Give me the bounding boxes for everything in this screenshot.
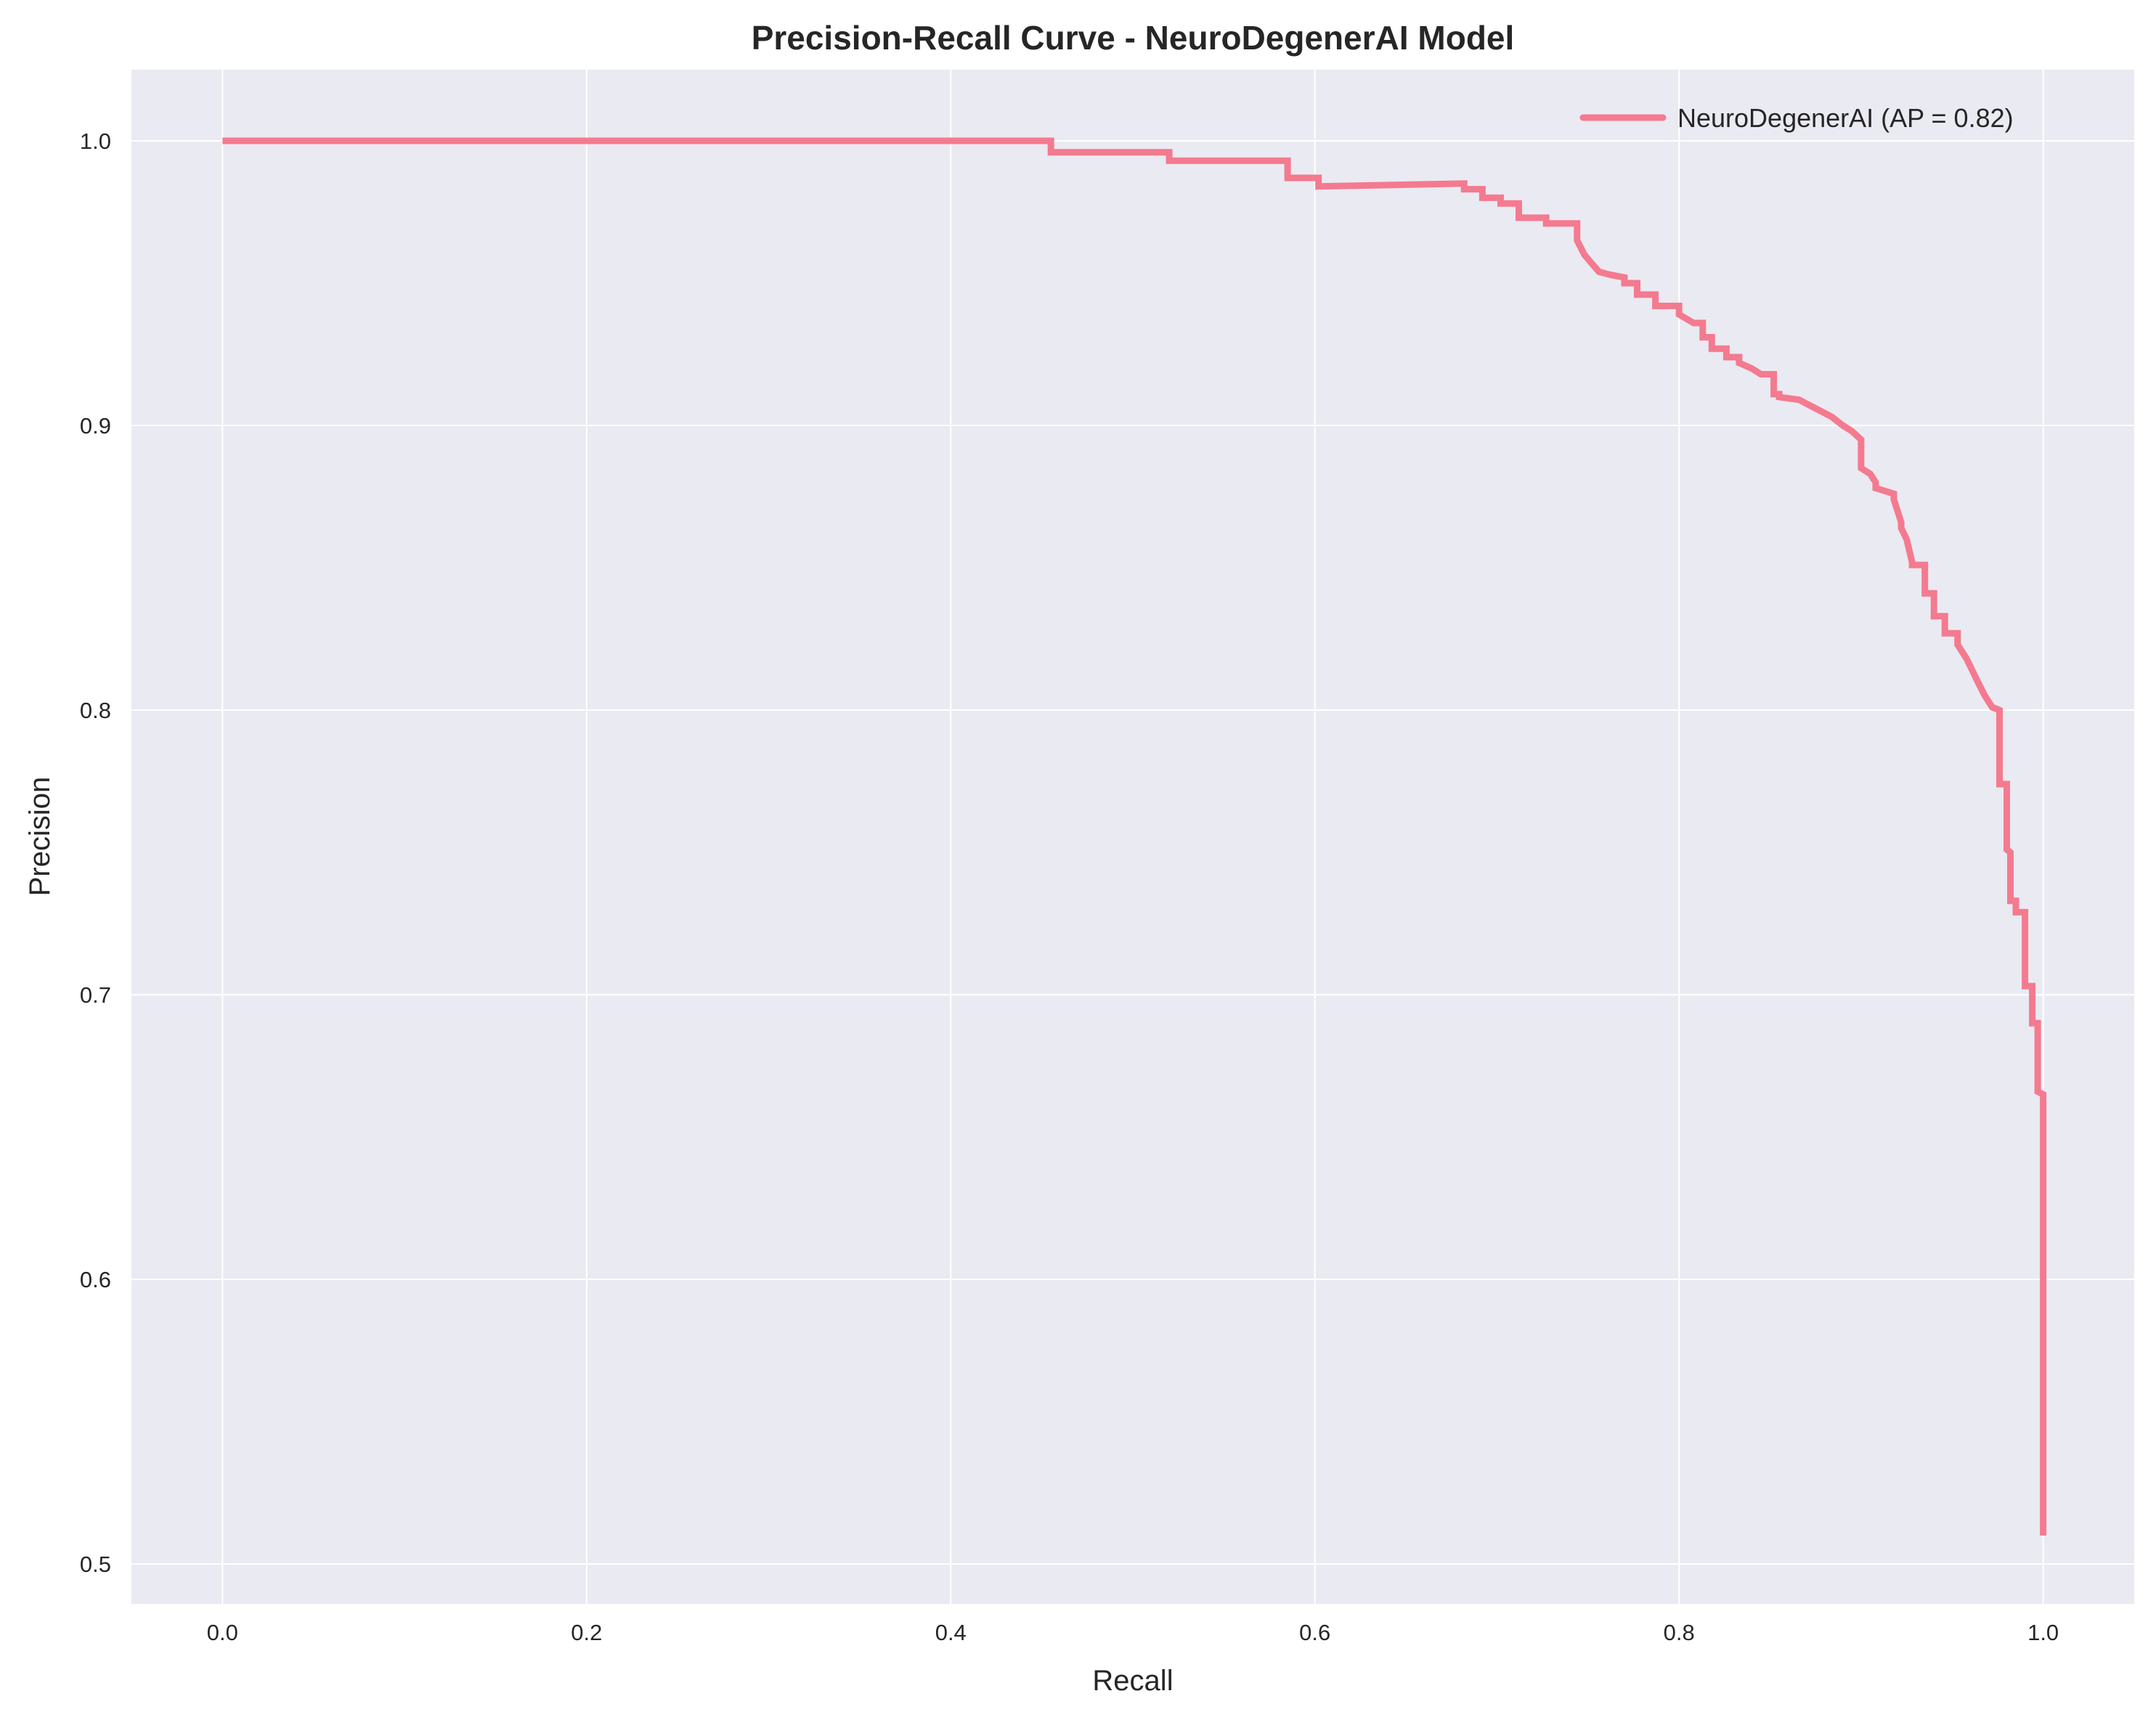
x-tick-label: 0.4 [935, 1620, 967, 1645]
y-tick-label: 0.6 [80, 1267, 111, 1292]
x-tick-label: 0.6 [1299, 1620, 1330, 1645]
legend-label: NeuroDegenerAI (AP = 0.82) [1677, 103, 2014, 133]
series-layer [222, 137, 2047, 1536]
y-tick-label: 1.0 [80, 129, 111, 154]
y-axis-label: Precision [24, 777, 56, 897]
y-gridlines [131, 140, 2134, 1565]
y-tick-labels: 0.5 0.6 0.7 0.8 0.9 1.0 [80, 129, 111, 1577]
pr-curve-line [222, 137, 2047, 1536]
y-tick-label: 0.8 [80, 698, 111, 723]
chart-title: Precision-Recall Curve - NeuroDegenerAI … [752, 19, 1515, 57]
plot-area [131, 70, 2134, 1604]
legend: NeuroDegenerAI (AP = 0.82) [1579, 103, 2014, 133]
x-axis-label: Recall [1092, 1665, 1173, 1697]
x-tick-label: 1.0 [2027, 1620, 2059, 1645]
x-tick-label: 0.0 [207, 1620, 238, 1645]
y-tick-label: 0.9 [80, 413, 111, 439]
y-tick-label: 0.5 [80, 1552, 111, 1577]
x-tick-label: 0.2 [571, 1620, 602, 1645]
y-tick-label: 0.7 [80, 982, 111, 1008]
x-tick-label: 0.8 [1664, 1620, 1695, 1645]
x-tick-labels: 0.0 0.2 0.4 0.6 0.8 1.0 [207, 1620, 2059, 1645]
